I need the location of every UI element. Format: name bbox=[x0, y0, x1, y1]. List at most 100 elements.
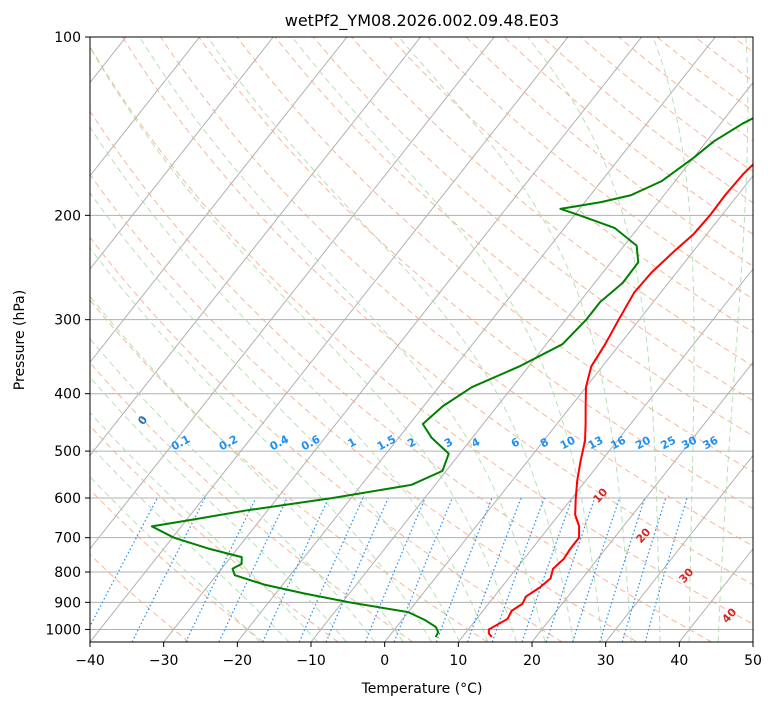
mixing-ratio-label: 1 bbox=[346, 435, 359, 450]
mixing-ratio-label: 20 bbox=[633, 433, 653, 452]
dry-adiabat-line bbox=[274, 37, 753, 437]
moist-adiabat-line bbox=[207, 37, 575, 642]
isotherm-line bbox=[531, 361, 753, 642]
dry-adiabat-line bbox=[579, 37, 753, 173]
x-tick-label: 40 bbox=[670, 653, 688, 669]
moist-adiabat-line bbox=[90, 191, 461, 642]
x-tick-label: 0 bbox=[380, 653, 389, 669]
axes: −40 −30 −20 −10 0 10 20 30 40 5010020030040050060… bbox=[45, 30, 762, 669]
dry-adiabat-line bbox=[769, 35, 775, 642]
mixing-ratio-label: 8 bbox=[538, 435, 551, 450]
dry-adiabat-line bbox=[236, 37, 753, 473]
dry-adiabat-line bbox=[90, 45, 753, 625]
mixing-ratio-label: 10 bbox=[558, 433, 578, 452]
mixing-ratio-line bbox=[545, 497, 596, 642]
y-tick-label: 300 bbox=[54, 313, 81, 329]
dry-adiabat-line bbox=[90, 173, 638, 642]
y-tick-label: 1000 bbox=[45, 622, 81, 638]
dry-adiabat-line bbox=[656, 37, 753, 112]
dry-adiabat-line bbox=[618, 37, 753, 142]
isotherm-line bbox=[457, 268, 753, 642]
isotherm-line bbox=[90, 37, 422, 457]
moist-adiabat-line bbox=[90, 295, 404, 642]
mixing-ratio-line bbox=[90, 497, 158, 628]
isotherm-line bbox=[90, 37, 201, 177]
moist-adiabat-label: 20 bbox=[633, 525, 653, 545]
dry-adiabat-line bbox=[541, 37, 753, 204]
y-tick-label: 900 bbox=[54, 595, 81, 611]
y-tick-label: 400 bbox=[54, 387, 81, 403]
x-tick-label: 30 bbox=[597, 653, 615, 669]
moist-adiabat-line bbox=[90, 444, 290, 642]
mixing-ratio-label: 2 bbox=[405, 435, 418, 450]
isotherm-line bbox=[90, 37, 569, 642]
mixing-ratio-label: 30 bbox=[679, 433, 699, 452]
dry-adiabat-line bbox=[160, 37, 753, 547]
mixing-ratio-label: 1.5 bbox=[375, 433, 398, 454]
y-tick-label: 800 bbox=[54, 565, 81, 581]
y-tick-label: 100 bbox=[54, 30, 81, 46]
mixing-ratio-label: 13 bbox=[586, 434, 606, 453]
mixing-ratio-label: 36 bbox=[701, 433, 721, 452]
moist-adiabat-line bbox=[90, 338, 376, 642]
mixing-ratio-line bbox=[185, 497, 257, 642]
x-tick-label: 50 bbox=[744, 653, 762, 669]
moist-adiabat-label: 40 bbox=[719, 605, 739, 625]
mixing-ratio-label: 0.2 bbox=[217, 433, 240, 454]
isotherm-line bbox=[90, 37, 348, 364]
mixing-ratio-line bbox=[521, 497, 573, 642]
isotherm-line bbox=[605, 454, 753, 642]
mixing-ratio-line bbox=[298, 497, 364, 642]
moist-adiabat-line bbox=[717, 37, 749, 642]
isotherm-line bbox=[236, 37, 716, 642]
mixing-ratio-line bbox=[218, 497, 288, 642]
moist-adiabat-line bbox=[90, 46, 517, 642]
chart-title: wetPf2_YM08.2026.002.09.48.E03 bbox=[285, 11, 559, 31]
moist-adiabat-label: 10 bbox=[590, 485, 610, 505]
x-tick-label: −10 bbox=[296, 653, 326, 669]
moist-adiabat-line bbox=[90, 247, 432, 642]
dry-adiabat-line bbox=[90, 425, 339, 642]
moist-adiabat-line bbox=[90, 476, 261, 642]
moist-adiabat-line bbox=[139, 37, 546, 642]
isotherm-line bbox=[752, 641, 753, 642]
moist-adiabat-line bbox=[527, 37, 661, 642]
mixing-ratio-line bbox=[364, 497, 426, 642]
mixing-ratio-line bbox=[621, 497, 667, 642]
plot-frame bbox=[89, 36, 754, 643]
dry-adiabat-line bbox=[90, 110, 712, 642]
moist-adiabat-line bbox=[90, 376, 347, 642]
isotherm-line bbox=[384, 174, 753, 642]
isotherm-line bbox=[90, 37, 274, 270]
y-tick-label: 500 bbox=[54, 444, 81, 460]
isotherm-line bbox=[90, 37, 495, 550]
dry-adiabat-line bbox=[465, 37, 753, 267]
temperature-profile-line bbox=[487, 163, 753, 638]
dry-adiabat-line bbox=[90, 489, 264, 642]
moist-adiabat-line bbox=[291, 37, 603, 642]
x-tick-label: −30 bbox=[149, 653, 179, 669]
y-tick-label: 200 bbox=[54, 208, 81, 224]
dewpoint-profile-line bbox=[150, 117, 753, 638]
mixing-ratio-label: 16 bbox=[608, 433, 628, 452]
mixing-ratio-line bbox=[131, 497, 206, 642]
x-tick-label: −40 bbox=[75, 653, 105, 669]
dry-adiabat-line bbox=[389, 37, 753, 333]
y-tick-label: 700 bbox=[54, 531, 81, 547]
dry-adiabat-line bbox=[90, 362, 414, 642]
y-tick-label: 600 bbox=[54, 491, 81, 507]
isotherm-line bbox=[310, 81, 753, 642]
mixing-ratio-line bbox=[491, 497, 545, 642]
x-tick-label: 20 bbox=[523, 653, 541, 669]
moist-adiabat-line bbox=[90, 411, 319, 642]
mixing-ratio-label: 0.6 bbox=[299, 432, 323, 453]
dry-adiabat-line bbox=[312, 37, 753, 402]
moist-adiabat-line bbox=[652, 37, 695, 642]
mixing-ratio-line bbox=[644, 497, 688, 642]
moist-adiabat-line bbox=[398, 37, 632, 642]
mixing-ratio-line bbox=[466, 497, 522, 642]
dry-adiabat-line bbox=[90, 299, 488, 642]
mixing-ratio-line bbox=[572, 497, 621, 642]
dry-adiabat-line bbox=[121, 37, 753, 586]
